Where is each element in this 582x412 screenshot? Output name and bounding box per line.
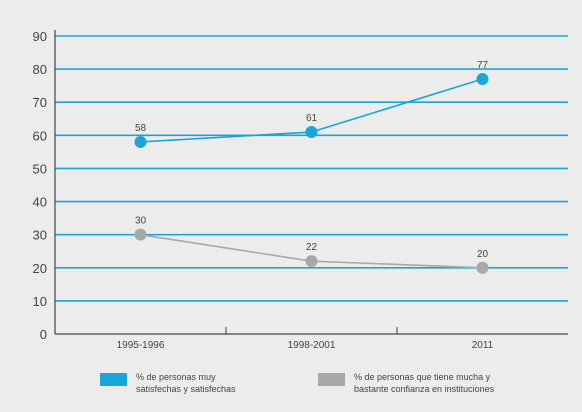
y-tick-label-0: 0	[40, 327, 47, 342]
data-point-0-0	[134, 135, 147, 148]
legend-swatch-satisfaction	[100, 373, 127, 386]
y-tick-label-60: 60	[33, 128, 47, 143]
legend-item-confidence: % de personas que tiene mucha y bastante…	[318, 371, 494, 403]
data-point-1-1	[305, 255, 318, 268]
x-tick-label-1995-1996: 1995-1996	[117, 340, 165, 351]
data-label-1-0: 30	[135, 216, 147, 227]
legend-label-confidence: % de personas que tiene mucha y bastante…	[354, 372, 495, 394]
legend-swatch-confidence	[318, 373, 345, 386]
y-tick-label-10: 10	[33, 294, 47, 309]
data-label-0-1: 61	[306, 113, 318, 124]
data-label-1-1: 22	[306, 242, 318, 253]
y-tick-label-90: 90	[33, 29, 47, 44]
legend-item-satisfaction: % de personas muy satisfechas y satisfec…	[100, 371, 236, 403]
y-tick-label-50: 50	[33, 161, 47, 176]
data-label-0-2: 77	[477, 60, 489, 71]
data-label-0-0: 58	[135, 123, 147, 134]
data-point-0-1	[305, 126, 318, 139]
data-point-1-0	[134, 228, 147, 241]
x-tick-label-1998-2001: 1998-2001	[288, 340, 336, 351]
y-tick-label-80: 80	[33, 62, 47, 77]
x-tick-label-2011: 2011	[472, 340, 494, 351]
y-tick-label-70: 70	[33, 95, 47, 110]
y-tick-label-30: 30	[33, 228, 47, 243]
data-point-1-2	[476, 261, 489, 274]
data-label-1-2: 20	[477, 249, 489, 260]
legend-label-satisfaction: % de personas muy satisfechas y satisfec…	[136, 372, 236, 394]
data-point-0-2	[476, 73, 489, 86]
y-tick-label-40: 40	[33, 195, 47, 210]
y-tick-label-20: 20	[33, 261, 47, 276]
